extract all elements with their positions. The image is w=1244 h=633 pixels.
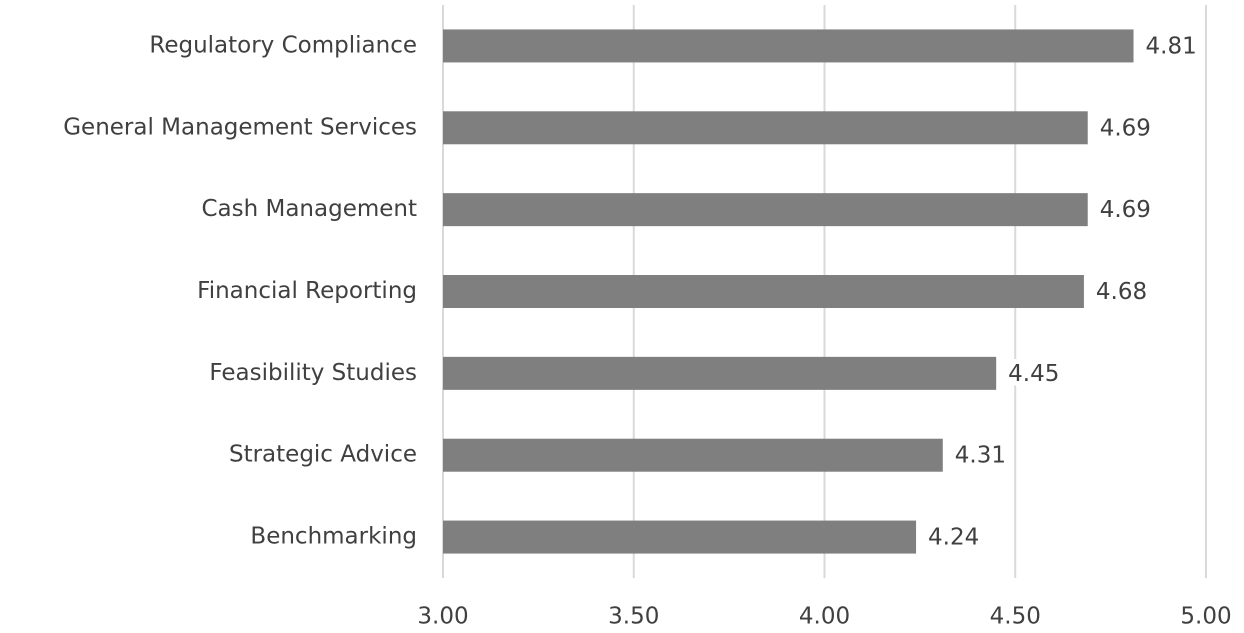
data-label: 4.81 [1146, 33, 1197, 59]
data-label: 4.68 [1096, 279, 1147, 305]
x-tick-label: 5.00 [1180, 604, 1231, 630]
bar [443, 111, 1088, 145]
y-tick-label: Feasibility Studies [209, 360, 417, 386]
y-tick-label: Regulatory Compliance [149, 32, 417, 58]
bar [443, 29, 1134, 63]
bar [443, 520, 917, 554]
data-label: 4.45 [1008, 361, 1059, 387]
data-label: 4.31 [955, 443, 1006, 469]
data-label: 4.24 [928, 525, 979, 551]
y-tick-label: Financial Reporting [197, 278, 417, 304]
x-tick-label: 4.50 [990, 604, 1041, 630]
bar [443, 275, 1084, 308]
y-tick-label: Strategic Advice [229, 442, 417, 468]
y-tick-label: General Management Services [63, 114, 417, 140]
x-tick-label: 4.00 [799, 604, 850, 630]
bar [443, 356, 997, 390]
data-label: 4.69 [1100, 197, 1151, 223]
y-tick-label: Benchmarking [250, 524, 417, 550]
bar [443, 438, 943, 472]
y-tick-label: Cash Management [201, 196, 417, 222]
data-label: 4.69 [1100, 115, 1151, 141]
bar [443, 193, 1088, 227]
x-tick-label: 3.50 [608, 604, 659, 630]
x-tick-label: 3.00 [417, 604, 468, 630]
